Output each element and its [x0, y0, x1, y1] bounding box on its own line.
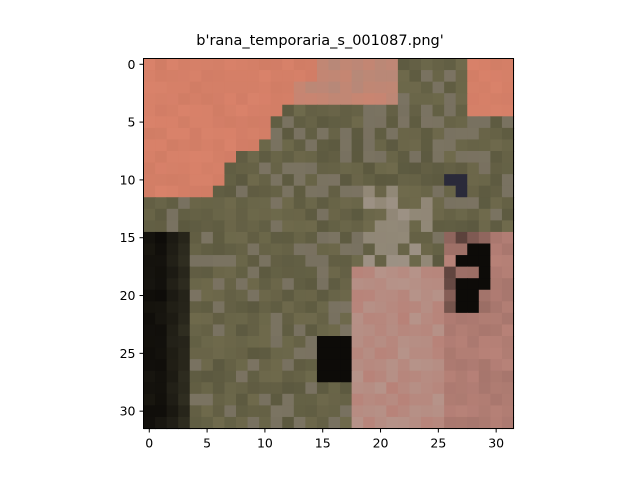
- y-axis-ticks: 0 5 10 15 20 25 30: [120, 57, 144, 419]
- frog-image: [143, 58, 515, 430]
- x-tick-label: 10: [257, 436, 273, 451]
- x-tick-label: 20: [373, 436, 389, 451]
- x-axis-ticks: 0 5 10 15 20 25 30: [145, 428, 504, 451]
- figure-title: b'rana_temporaria_s_001087.png': [196, 33, 444, 49]
- x-tick-label: 15: [315, 436, 331, 451]
- y-tick-label: 15: [120, 230, 136, 245]
- y-tick-label: 20: [120, 288, 136, 303]
- y-tick-label: 30: [120, 404, 136, 419]
- x-tick-label: 25: [430, 436, 446, 451]
- x-tick-label: 5: [203, 436, 211, 451]
- x-tick-label: 0: [145, 436, 153, 451]
- y-tick-label: 0: [128, 57, 136, 72]
- x-tick-label: 30: [488, 436, 504, 451]
- y-tick-label: 10: [120, 172, 136, 187]
- axes-frame: [143, 58, 514, 429]
- y-tick-label: 5: [128, 115, 136, 130]
- y-tick-label: 25: [120, 346, 136, 361]
